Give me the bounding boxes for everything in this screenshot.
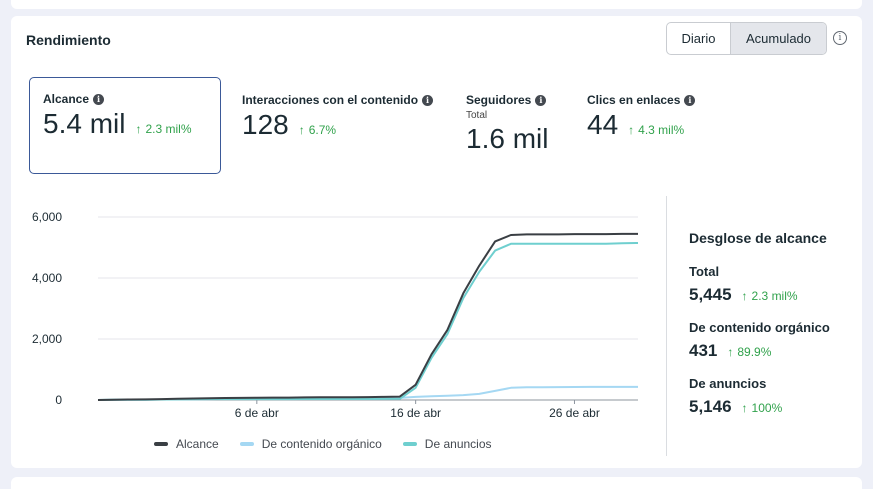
arrow-up-icon: ↑ [727,345,734,359]
info-icon[interactable]: i [684,94,696,106]
metric-card-clics[interactable]: Clics en enlaces i 44 ↑ 4.3 mil% [587,93,696,141]
breakdown-value: 5,146 [689,397,732,416]
metric-card-seguidores[interactable]: Seguidores i Total 1.6 mil [466,93,548,155]
breakdown-delta: ↑ 2.3 mil% [741,289,798,303]
metric-label: Seguidores [466,93,532,107]
metric-card-interacciones[interactable]: Interacciones con el contenido i 128 ↑ 6.7… [242,93,434,141]
breakdown-item-anuncios: De anuncios 5,146 ↑ 100% [689,376,783,416]
metric-sublabel: Total [466,110,488,121]
breakdown-delta: ↑ 100% [741,401,783,415]
breakdown-value: 5,445 [689,285,732,304]
metric-label: Alcance [43,92,90,106]
arrow-up-icon: ↑ [628,123,635,137]
reach-breakdown: Desglose de alcance Total 5,445 ↑ 2.3 mil… [689,230,859,432]
y-tick-label: 2,000 [32,332,62,346]
legend-item-organico[interactable]: De contenido orgánico [239,437,382,451]
metric-card-alcance[interactable]: Alcance i 5.4 mil ↑ 2.3 mil% [29,77,221,174]
breakdown-title: Desglose de alcance [689,230,827,246]
toggle-cumulative[interactable]: Acumulado [731,23,826,54]
metric-delta: ↑ 4.3 mil% [628,123,685,137]
metric-value: 5.4 mil [43,108,126,139]
metric-value: 44 [587,109,619,140]
breakdown-item-organico: De contenido orgánico 431 ↑ 89.9% [689,320,830,360]
x-tick-label: 26 de abr [549,406,600,420]
metric-label: Interacciones con el contenido [242,93,419,107]
breakdown-value: 431 [689,341,718,360]
metric-label: Clics en enlaces [587,93,681,107]
x-tick-label: 6 de abr [235,406,279,420]
series-line-alcance [97,232,638,401]
divider [666,196,667,456]
arrow-up-icon: ↑ [298,123,305,137]
series-line-anuncios [97,242,639,401]
chart-legend: Alcance De contenido orgánico De anuncio… [154,437,492,451]
toggle-daily[interactable]: Diario [667,23,731,54]
y-tick-label: 4,000 [32,271,62,285]
arrow-up-icon: ↑ [741,401,748,415]
info-icon[interactable]: i [535,94,547,106]
reach-line-chart: 0 2,000 4,000 6,000 6 de abr 16 de abr 26 de a… [32,210,639,420]
performance-card: Rendimiento Diario Acumulado i Alcance i … [11,16,862,468]
metric-value: 1.6 mil [466,123,549,154]
info-icon[interactable]: i [833,31,847,45]
info-icon[interactable]: i [422,94,434,106]
metric-delta: ↑ 6.7% [298,123,337,137]
y-tick-label: 6,000 [32,210,62,224]
breakdown-delta: ↑ 89.9% [727,345,772,359]
x-tick-label: 16 de abr [390,406,441,420]
legend-item-alcance[interactable]: Alcance [154,437,219,451]
previous-card-edge [11,0,862,9]
arrow-up-icon: ↑ [741,289,748,303]
section-title: Rendimiento [26,32,111,48]
arrow-up-icon: ↑ [135,122,142,136]
legend-item-anuncios[interactable]: De anuncios [402,437,492,451]
metric-delta: ↑ 2.3 mil% [135,122,192,136]
next-card-edge [11,477,862,489]
metric-value: 128 [242,109,289,140]
breakdown-item-total: Total 5,445 ↑ 2.3 mil% [689,264,798,304]
y-tick-label: 0 [55,393,62,407]
info-icon[interactable]: i [93,93,105,105]
view-toggle: Diario Acumulado [666,22,827,55]
